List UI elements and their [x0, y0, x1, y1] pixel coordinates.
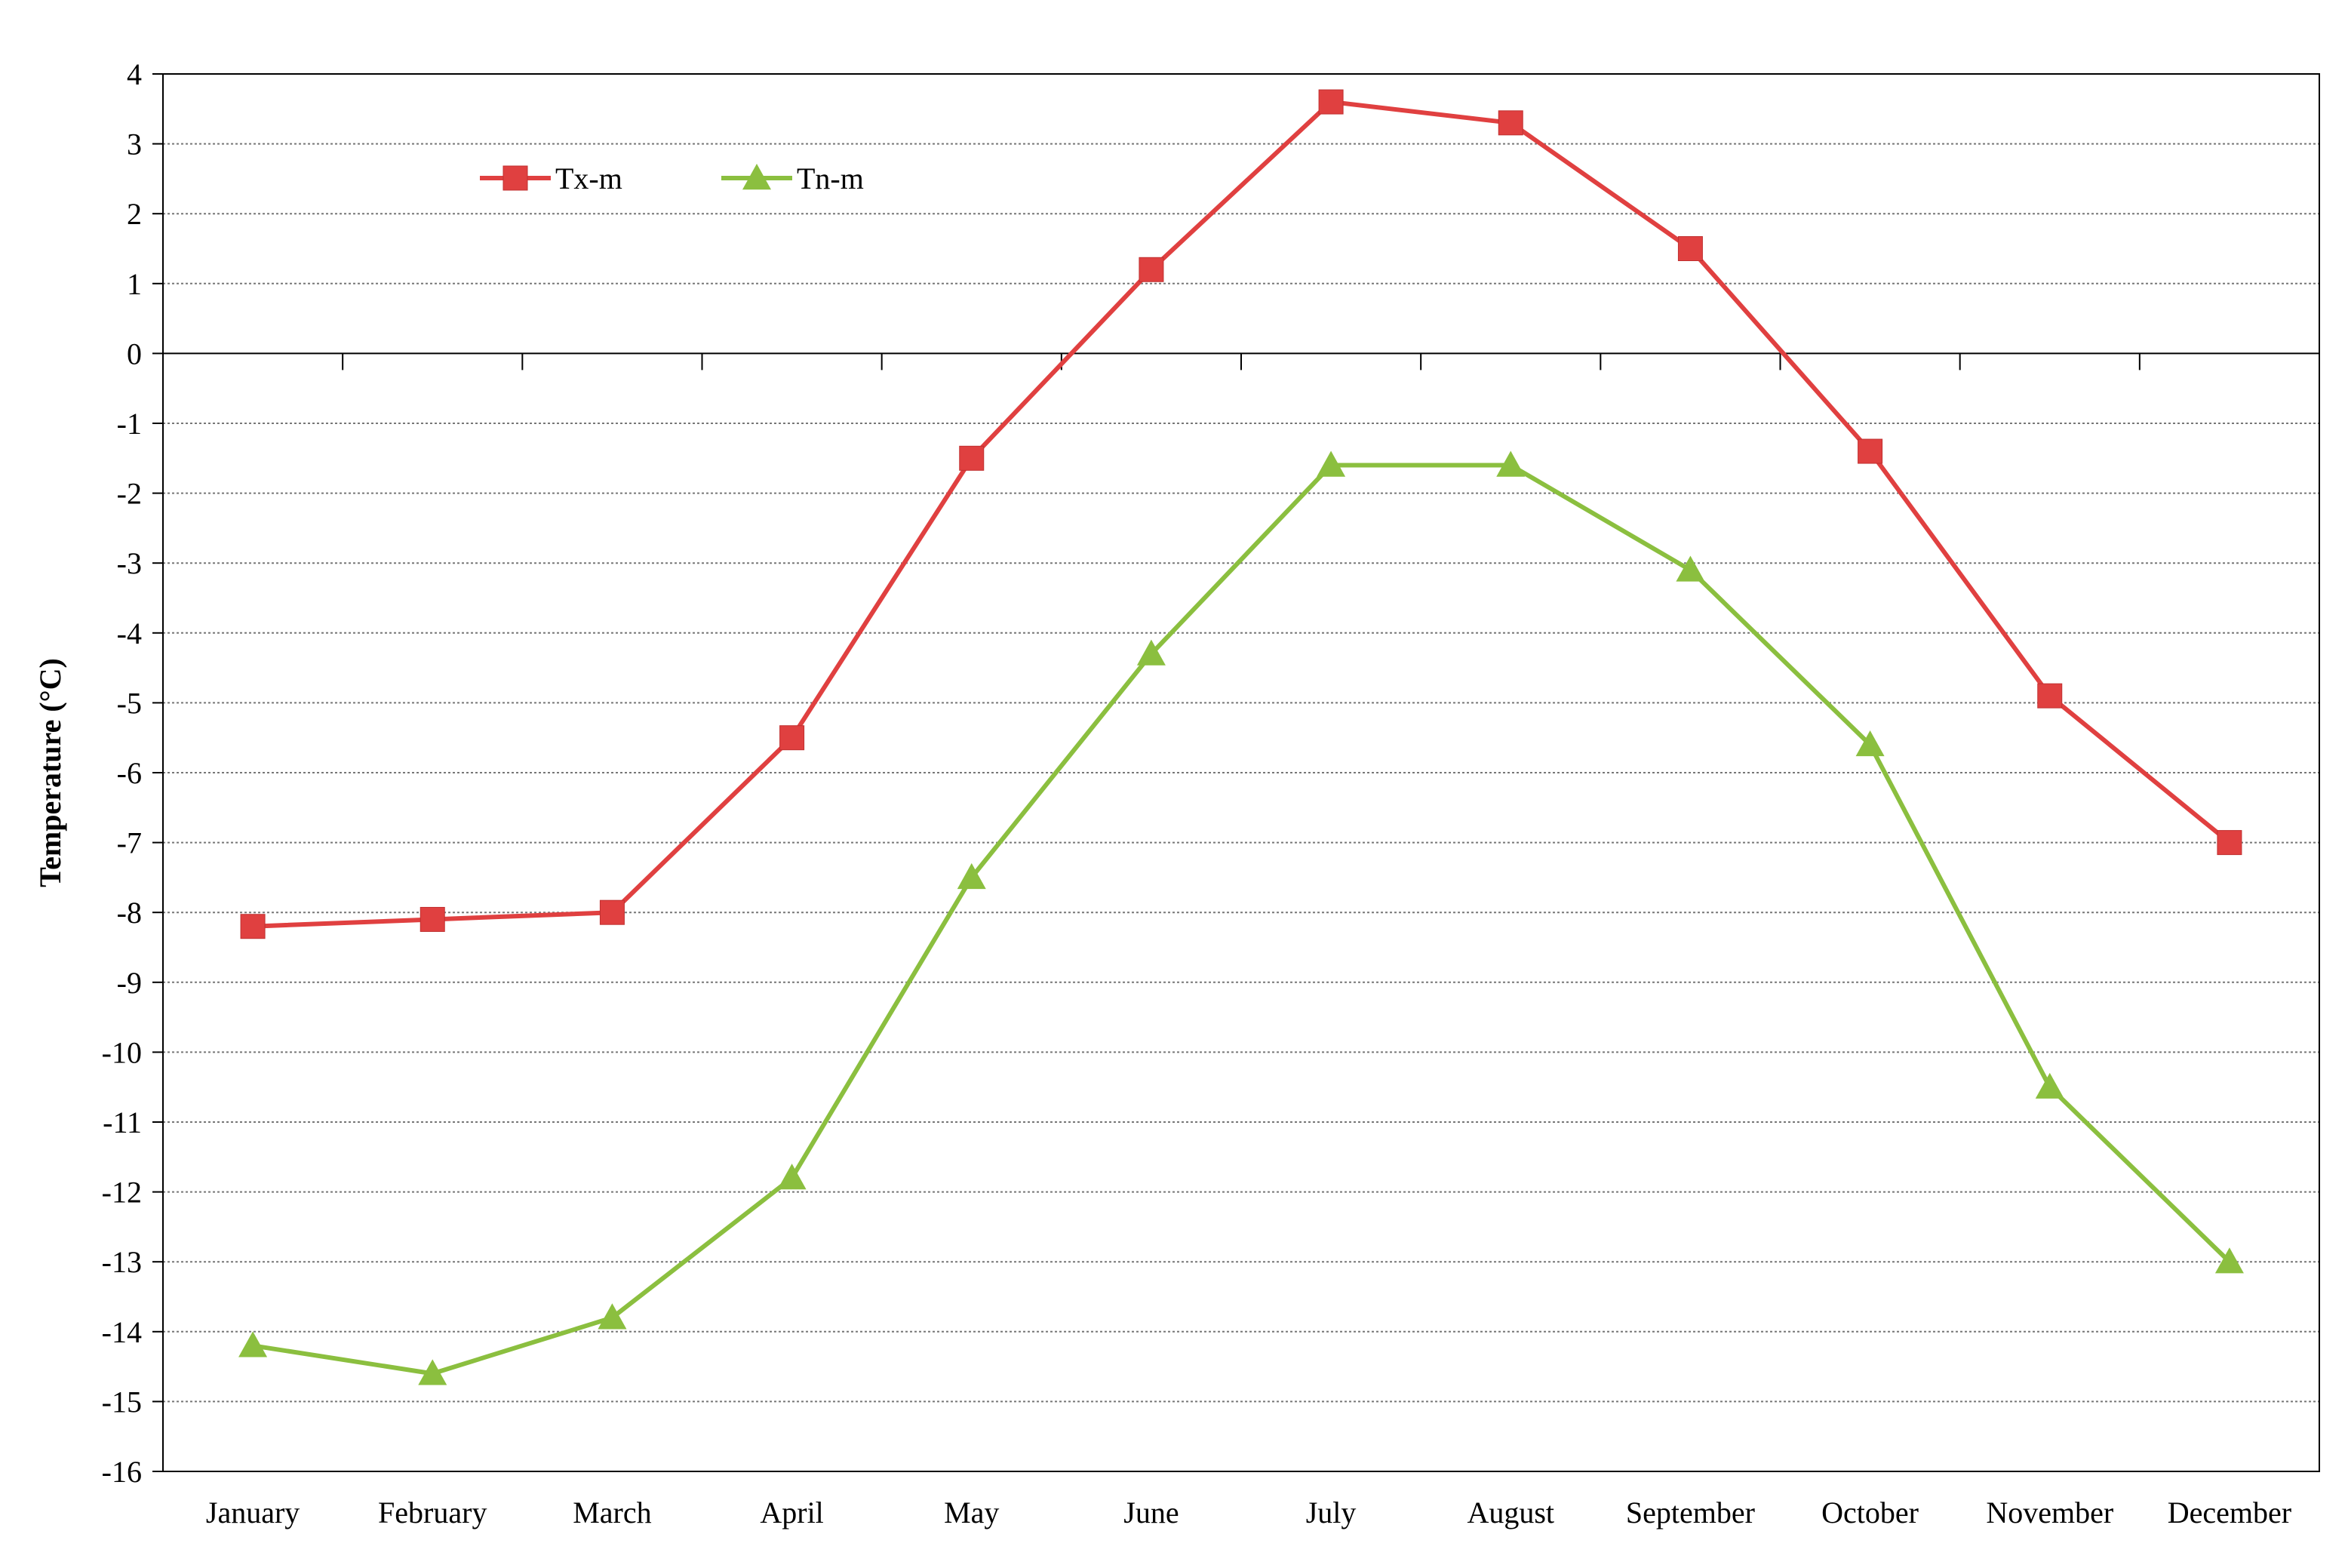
y-axis-title: Temperature (°C)	[33, 658, 67, 887]
series-layer	[238, 89, 2244, 1385]
series-tx-m	[240, 89, 2242, 939]
x-tick-label: July	[1306, 1496, 1357, 1530]
data-point-tn-m	[1676, 555, 1705, 582]
data-point-tx-m	[1318, 89, 1344, 115]
series-tn-m	[238, 450, 2244, 1385]
x-axis: January February March April May June July Augu…	[206, 1496, 2291, 1530]
data-point-tx-m	[240, 914, 266, 939]
x-tick-label: October	[1821, 1496, 1919, 1530]
y-tick-label: -2	[117, 477, 142, 511]
y-tick-label: -8	[117, 896, 142, 930]
zero-axis	[163, 352, 2319, 370]
y-tick-label: -16	[102, 1455, 142, 1489]
data-point-tn-m	[1317, 450, 1346, 477]
legend-label-tn-m: Tn-m	[797, 161, 864, 195]
legend-marker-tx-m	[502, 165, 528, 191]
y-tick-label: -13	[102, 1245, 142, 1279]
data-point-tn-m	[2214, 1247, 2244, 1274]
x-tick-label: March	[573, 1496, 651, 1530]
data-point-tx-m	[959, 445, 985, 471]
legend-marker-tn-m	[742, 164, 771, 190]
data-point-tn-m	[598, 1303, 627, 1330]
x-tick-label: November	[1986, 1496, 2113, 1530]
data-point-tx-m	[1498, 110, 1523, 136]
x-tick-label: February	[378, 1496, 487, 1530]
data-point-tx-m	[2217, 830, 2242, 856]
series-line-tn-m	[252, 463, 2232, 1376]
data-point-tn-m	[1496, 450, 1526, 477]
y-tick-label: -7	[117, 826, 142, 860]
data-point-tn-m	[238, 1331, 268, 1357]
series-line-tx-m	[252, 100, 2231, 929]
y-tick-label: -6	[117, 756, 142, 790]
x-tick-label: May	[944, 1496, 999, 1530]
legend-label-tx-m: Tx-m	[555, 161, 622, 195]
y-tick-label: -3	[117, 546, 142, 580]
y-tick-label: 4	[127, 57, 142, 91]
y-tick-label: -12	[102, 1176, 142, 1210]
data-point-tn-m	[1136, 639, 1166, 666]
data-point-tx-m	[1858, 438, 1883, 464]
data-point-tx-m	[599, 899, 625, 925]
x-tick-label: September	[1626, 1496, 1755, 1530]
data-point-tx-m	[779, 725, 805, 751]
data-point-tn-m	[418, 1359, 447, 1385]
y-tick-label: -10	[102, 1035, 142, 1069]
y-tick-label: 2	[127, 197, 142, 231]
data-point-tn-m	[957, 862, 986, 890]
y-tick-label: -5	[117, 686, 142, 720]
gridlines	[163, 143, 2319, 1403]
data-point-tn-m	[1855, 730, 1885, 757]
y-tick-label: -15	[102, 1385, 142, 1419]
data-point-tx-m	[2037, 683, 2063, 709]
x-tick-label: June	[1123, 1496, 1179, 1530]
y-tick-label: -11	[103, 1105, 142, 1139]
y-tick-label: -14	[102, 1315, 142, 1349]
x-tick-label: August	[1467, 1496, 1554, 1530]
y-tick-label: -1	[117, 407, 142, 441]
data-point-tx-m	[1677, 236, 1703, 261]
y-tick-label: -9	[117, 966, 142, 1000]
y-tick-label: 0	[127, 337, 142, 370]
x-tick-label: April	[760, 1496, 823, 1530]
legend-item-tn-m: Tn-m	[721, 161, 864, 195]
y-tick-label: -4	[117, 616, 142, 650]
y-tick-label: 3	[127, 128, 142, 161]
x-tick-label: December	[2168, 1496, 2291, 1530]
y-tick-label: 1	[127, 267, 142, 301]
legend: Tx-m Tn-m	[480, 161, 864, 195]
x-tick-label: January	[206, 1496, 300, 1530]
y-axis: -16-15-14-13-12-11-10-9-8-7-6-5-4-3-2-10…	[102, 57, 163, 1489]
legend-item-tx-m: Tx-m	[480, 161, 622, 195]
data-point-tx-m	[1139, 257, 1164, 282]
data-point-tn-m	[2035, 1072, 2064, 1099]
data-point-tx-m	[420, 906, 445, 932]
data-point-tn-m	[777, 1164, 807, 1190]
